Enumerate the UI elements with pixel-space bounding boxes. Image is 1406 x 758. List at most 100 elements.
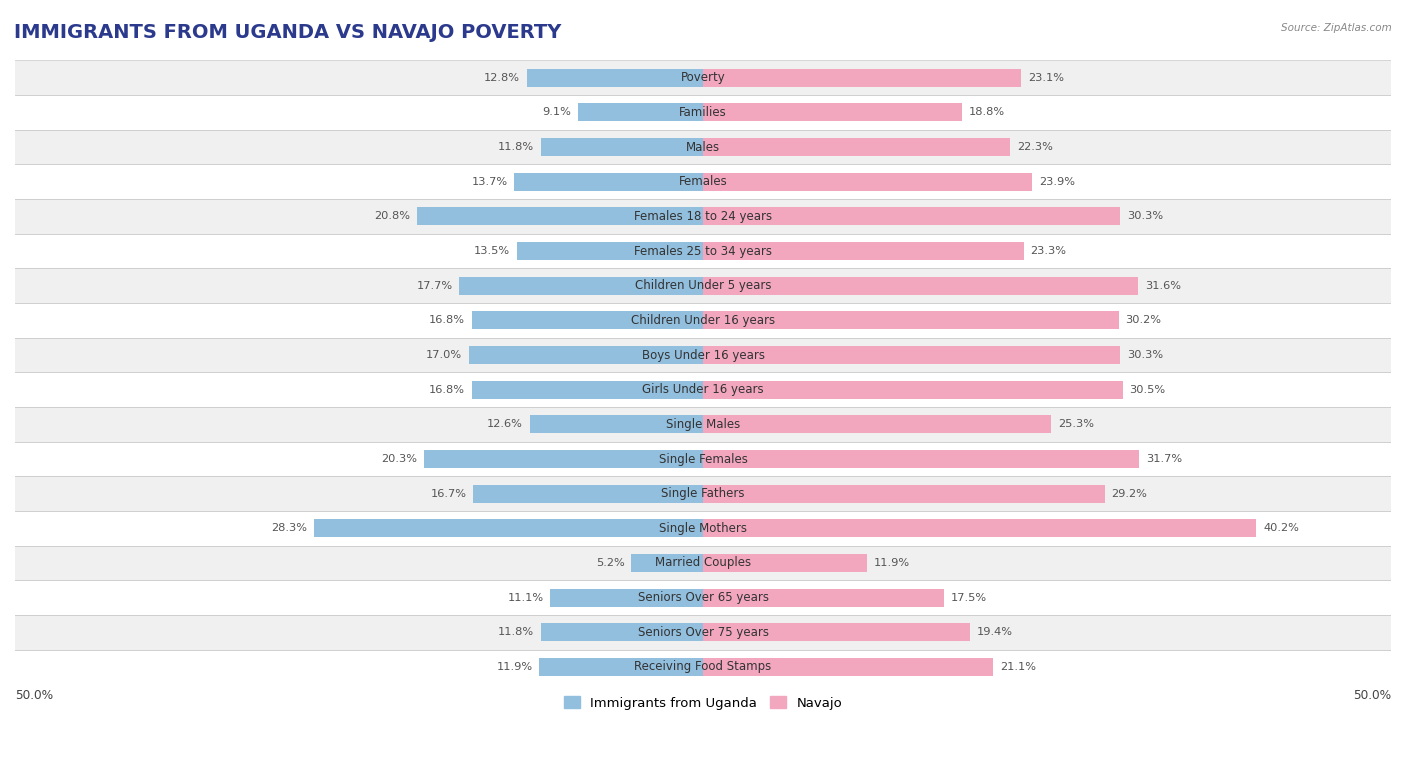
Text: 20.8%: 20.8% [374,211,411,221]
Bar [15,372,1391,407]
Bar [540,658,703,676]
Text: 9.1%: 9.1% [543,108,571,117]
Text: 16.7%: 16.7% [430,489,467,499]
Text: 11.9%: 11.9% [873,558,910,568]
Bar [527,69,703,87]
Text: 11.8%: 11.8% [498,142,534,152]
Text: 18.8%: 18.8% [969,108,1005,117]
Bar [530,415,703,434]
Bar [15,199,1391,233]
Bar [15,164,1391,199]
Text: 16.8%: 16.8% [429,385,465,395]
Bar [15,615,1391,650]
Text: 12.8%: 12.8% [484,73,520,83]
Text: 13.7%: 13.7% [471,177,508,186]
Bar [416,208,703,225]
Bar [15,511,1391,546]
Text: 50.0%: 50.0% [15,690,53,703]
Text: 30.3%: 30.3% [1126,350,1163,360]
Bar [703,346,1121,364]
Text: 11.9%: 11.9% [496,662,533,672]
Bar [15,268,1391,303]
Text: 28.3%: 28.3% [271,523,307,534]
Text: 30.2%: 30.2% [1125,315,1161,325]
Text: 40.2%: 40.2% [1263,523,1299,534]
Text: 20.3%: 20.3% [381,454,416,464]
Bar [541,623,703,641]
Bar [474,484,703,503]
Text: Females 25 to 34 years: Females 25 to 34 years [634,245,772,258]
Text: Females 18 to 24 years: Females 18 to 24 years [634,210,772,223]
Bar [703,450,1139,468]
Text: Seniors Over 65 years: Seniors Over 65 years [637,591,769,604]
Bar [517,242,703,260]
Bar [15,130,1391,164]
Bar [703,589,943,606]
Bar [578,103,703,121]
Text: 50.0%: 50.0% [1353,690,1391,703]
Text: Single Males: Single Males [666,418,740,431]
Text: 17.7%: 17.7% [416,280,453,291]
Bar [472,312,703,330]
Bar [15,476,1391,511]
Text: 25.3%: 25.3% [1057,419,1094,429]
Bar [515,173,703,191]
Bar [15,650,1391,684]
Bar [703,415,1052,434]
Bar [703,103,962,121]
Text: Married Couples: Married Couples [655,556,751,569]
Bar [703,519,1256,537]
Bar [314,519,703,537]
Text: 5.2%: 5.2% [596,558,624,568]
Text: 29.2%: 29.2% [1112,489,1147,499]
Bar [703,554,866,572]
Text: Seniors Over 75 years: Seniors Over 75 years [637,626,769,639]
Bar [703,623,970,641]
Bar [703,658,993,676]
Bar [15,96,1391,130]
Text: 11.8%: 11.8% [498,628,534,637]
Bar [703,312,1119,330]
Bar [460,277,703,295]
Bar [15,442,1391,476]
Text: 12.6%: 12.6% [486,419,523,429]
Text: Single Mothers: Single Mothers [659,522,747,535]
Text: 19.4%: 19.4% [977,628,1012,637]
Bar [703,69,1021,87]
Text: Girls Under 16 years: Girls Under 16 years [643,384,763,396]
Bar [15,581,1391,615]
Text: 17.5%: 17.5% [950,593,987,603]
Text: 23.9%: 23.9% [1039,177,1074,186]
Text: 13.5%: 13.5% [474,246,510,256]
Text: Single Females: Single Females [658,453,748,465]
Bar [703,138,1010,156]
Text: 30.5%: 30.5% [1129,385,1166,395]
Bar [550,589,703,606]
Text: Single Fathers: Single Fathers [661,487,745,500]
Text: Children Under 5 years: Children Under 5 years [634,279,772,293]
Bar [703,484,1105,503]
Bar [470,346,703,364]
Text: 31.7%: 31.7% [1146,454,1182,464]
Text: Families: Families [679,106,727,119]
Text: Boys Under 16 years: Boys Under 16 years [641,349,765,362]
Text: 23.1%: 23.1% [1028,73,1064,83]
Bar [423,450,703,468]
Legend: Immigrants from Uganda, Navajo: Immigrants from Uganda, Navajo [558,691,848,715]
Bar [15,61,1391,96]
Text: 11.1%: 11.1% [508,593,543,603]
Text: Children Under 16 years: Children Under 16 years [631,314,775,327]
Bar [15,407,1391,442]
Text: Females: Females [679,175,727,188]
Text: Receiving Food Stamps: Receiving Food Stamps [634,660,772,673]
Text: IMMIGRANTS FROM UGANDA VS NAVAJO POVERTY: IMMIGRANTS FROM UGANDA VS NAVAJO POVERTY [14,23,561,42]
Bar [703,381,1122,399]
Bar [15,546,1391,581]
Text: Poverty: Poverty [681,71,725,84]
Bar [703,277,1137,295]
Text: Males: Males [686,141,720,154]
Text: 16.8%: 16.8% [429,315,465,325]
Bar [15,338,1391,372]
Text: 31.6%: 31.6% [1144,280,1181,291]
Bar [703,208,1121,225]
